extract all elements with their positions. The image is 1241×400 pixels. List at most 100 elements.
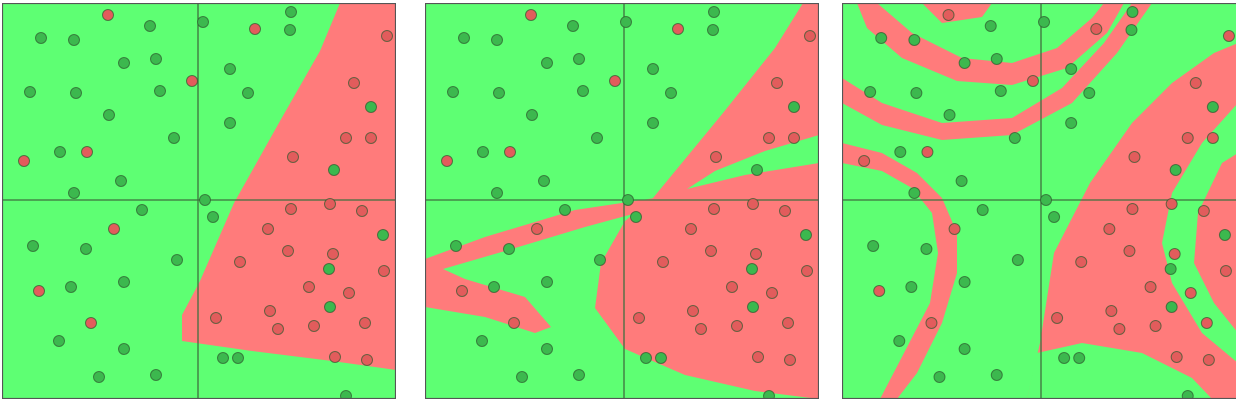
point	[1026, 75, 1039, 87]
point	[103, 109, 115, 121]
point	[54, 146, 66, 158]
point	[920, 243, 933, 255]
point	[81, 146, 93, 158]
point	[910, 87, 923, 99]
point	[1058, 352, 1071, 364]
panel	[2, 3, 396, 399]
point	[747, 198, 759, 210]
point	[1126, 203, 1139, 215]
point	[381, 30, 393, 42]
point	[65, 281, 77, 293]
frame	[2, 3, 396, 399]
point	[365, 132, 377, 144]
point	[731, 320, 743, 332]
point	[541, 57, 553, 69]
point	[308, 320, 320, 332]
point	[493, 87, 505, 99]
region-red	[425, 198, 655, 333]
point	[622, 194, 634, 206]
point	[53, 335, 65, 347]
point	[976, 204, 989, 216]
point	[1083, 87, 1096, 99]
point	[491, 187, 503, 199]
point	[504, 146, 516, 158]
points	[441, 6, 816, 399]
point	[323, 263, 335, 275]
point	[538, 175, 550, 187]
point	[994, 85, 1007, 97]
point	[329, 351, 341, 363]
point	[441, 155, 453, 167]
point	[282, 245, 294, 257]
point	[647, 117, 659, 129]
point	[70, 87, 82, 99]
point	[958, 276, 971, 288]
point	[1144, 281, 1157, 293]
point	[647, 63, 659, 75]
point	[1128, 151, 1141, 163]
point	[705, 245, 717, 257]
point	[766, 287, 778, 299]
point	[154, 85, 166, 97]
point	[1038, 16, 1051, 28]
point	[35, 32, 47, 44]
point	[1197, 205, 1210, 217]
point	[210, 312, 222, 324]
point	[150, 53, 162, 65]
point	[1065, 117, 1078, 129]
point	[905, 281, 918, 293]
point	[1170, 351, 1183, 363]
panel	[842, 3, 1236, 399]
point	[864, 86, 877, 98]
point	[488, 281, 500, 293]
point	[955, 175, 968, 187]
point	[873, 285, 886, 297]
point	[458, 32, 470, 44]
point	[943, 109, 956, 121]
point	[356, 205, 368, 217]
point	[763, 132, 775, 144]
point	[948, 223, 961, 235]
point	[1075, 256, 1088, 268]
point	[541, 343, 553, 355]
point	[359, 317, 371, 329]
point	[232, 352, 244, 364]
point	[1065, 63, 1078, 75]
point	[747, 301, 759, 313]
point	[908, 187, 921, 199]
point	[1206, 132, 1219, 144]
point	[118, 343, 130, 355]
frame	[425, 3, 819, 399]
point	[541, 276, 553, 288]
point	[1184, 287, 1197, 299]
point	[771, 77, 783, 89]
point	[751, 164, 763, 176]
point	[1105, 305, 1118, 317]
point	[477, 146, 489, 158]
point	[893, 335, 906, 347]
region-red	[182, 3, 396, 370]
point	[685, 223, 697, 235]
point	[168, 132, 180, 144]
point	[108, 223, 120, 235]
point	[1048, 211, 1061, 223]
point	[1181, 132, 1194, 144]
point	[24, 86, 36, 98]
region-red	[922, 3, 992, 23]
point	[958, 343, 971, 355]
point	[324, 301, 336, 313]
point	[27, 240, 39, 252]
point	[476, 335, 488, 347]
point	[1125, 24, 1138, 36]
point	[1090, 23, 1103, 35]
point	[118, 276, 130, 288]
point	[264, 305, 276, 317]
point	[365, 101, 377, 113]
point	[908, 34, 921, 46]
point	[1219, 265, 1232, 277]
point	[800, 229, 812, 241]
point	[695, 323, 707, 335]
point	[657, 256, 669, 268]
point	[328, 164, 340, 176]
point	[207, 211, 219, 223]
